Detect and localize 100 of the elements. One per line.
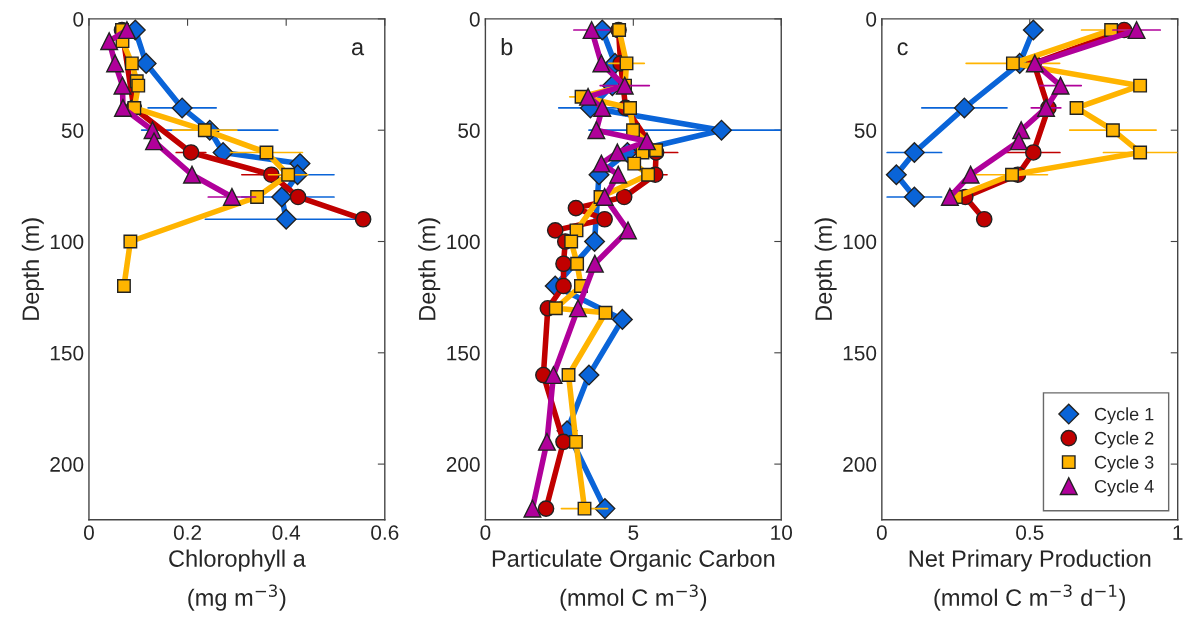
x-tick-label: 5 (628, 525, 639, 540)
point (289, 188, 307, 206)
point (222, 187, 241, 207)
point (117, 21, 136, 40)
point (182, 165, 202, 184)
y-tick-label: 150 (843, 345, 877, 361)
y-axis-title: Depth (m) (814, 218, 837, 320)
x-tick-label: 0.4 (272, 525, 301, 540)
x-tick-label: 0.2 (173, 525, 201, 540)
point (123, 234, 138, 249)
y-tick-label: 200 (50, 457, 84, 472)
point (627, 156, 642, 171)
y-tick-label: 100 (843, 234, 877, 250)
x-axis-title: Chlorophyll a (mg m$^{−3}$) (169, 549, 306, 611)
point (124, 56, 139, 71)
point (1133, 78, 1148, 93)
legend-label: Cycle 2 (1094, 431, 1154, 449)
point (582, 21, 601, 40)
y-tick-label: 100 (447, 234, 480, 250)
y-tick-label: 100 (50, 234, 84, 250)
point (579, 87, 598, 106)
point (113, 98, 133, 117)
point (567, 199, 585, 217)
point (975, 210, 993, 228)
point (592, 54, 611, 73)
point (106, 54, 125, 73)
point (570, 256, 585, 271)
point (618, 221, 638, 240)
x-tick-label: 0 (83, 525, 94, 540)
y-tick-label: 0 (866, 11, 877, 27)
point (585, 254, 604, 273)
point (593, 98, 612, 117)
legend-label: Cycle 4 (1094, 479, 1154, 497)
point (961, 165, 980, 184)
point (637, 132, 656, 151)
point (568, 299, 588, 318)
legend-label: Cycle 3 (1094, 455, 1154, 473)
point (611, 308, 633, 330)
point (623, 100, 638, 115)
x-tick-label: 0 (480, 525, 491, 540)
point (281, 167, 296, 182)
y-tick-label: 50 (854, 123, 877, 138)
point (626, 123, 640, 138)
point (564, 234, 579, 249)
point (608, 143, 627, 162)
x-axis-title: Net Primary Production (mmol C m$^{−3}$ d$^{−1}$) (909, 549, 1151, 611)
point (113, 76, 132, 95)
y-tick-label: 0 (73, 11, 84, 27)
point (131, 78, 146, 93)
x-tick-label: 10 (771, 525, 793, 540)
point (1005, 56, 1020, 71)
point (578, 364, 600, 386)
point (1009, 132, 1028, 151)
point (544, 366, 563, 385)
point (641, 167, 656, 182)
point (354, 210, 372, 228)
annotation: c (897, 42, 908, 56)
point (275, 208, 297, 230)
x-tick-label: 0.5 (1016, 525, 1044, 540)
point (592, 154, 611, 173)
point (940, 187, 959, 207)
point (523, 499, 542, 518)
point (594, 498, 616, 520)
point (598, 305, 613, 320)
point (555, 255, 572, 273)
x-tick-label: 0 (876, 525, 887, 540)
y-tick-label: 50 (61, 123, 84, 138)
point (197, 123, 212, 138)
point (596, 210, 613, 228)
y-tick-label: 200 (446, 457, 480, 472)
point (595, 187, 614, 207)
x-tick-label: 0.6 (371, 525, 399, 540)
y-tick-label: 150 (50, 345, 84, 361)
y-tick-label: 0 (469, 11, 480, 27)
annotation: b (501, 37, 513, 56)
point (145, 132, 164, 151)
point (537, 500, 555, 517)
point (609, 165, 628, 184)
point (1051, 76, 1070, 95)
point (1024, 144, 1042, 161)
point (577, 501, 592, 516)
point (1022, 19, 1044, 41)
point (171, 97, 193, 119)
annotation: a (351, 42, 365, 56)
point (615, 188, 633, 206)
point (619, 56, 634, 71)
point (100, 32, 119, 51)
point (555, 277, 572, 295)
legend-label: Cycle 1 (1094, 407, 1154, 425)
y-tick-label: 50 (458, 123, 480, 138)
x-tick-label: 1 (1173, 525, 1183, 540)
point (1127, 21, 1146, 40)
point (587, 121, 606, 140)
y-axis-title: Depth (m) (21, 218, 44, 320)
point (250, 190, 265, 204)
point (117, 279, 131, 293)
point (561, 368, 576, 383)
point (710, 119, 733, 141)
point (885, 164, 907, 186)
point (1005, 167, 1019, 182)
